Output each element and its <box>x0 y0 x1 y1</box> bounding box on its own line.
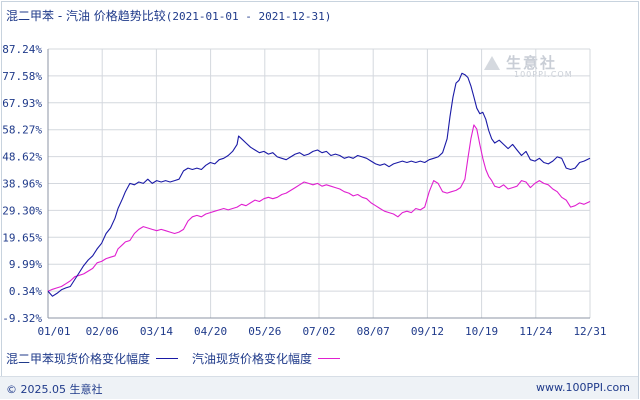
watermark-url: 100PPI.COM <box>514 70 573 79</box>
y-tick-label: 29.30% <box>2 204 42 217</box>
watermark-logo-icon <box>484 56 500 70</box>
legend-label-series1: 混二甲苯现货价格变化幅度 <box>6 352 151 366</box>
x-tick-label: 10/19 <box>465 325 498 338</box>
footer: © 2025.05 生意社 www.100PPI.com <box>0 376 638 399</box>
y-tick-label: 19.65% <box>2 231 42 244</box>
y-tick-label: 77.58% <box>2 70 42 83</box>
y-tick-label: 38.96% <box>2 178 42 191</box>
chart-title: 混二甲苯 - 汽油 价格趋势比较(2021-01-01 - 2021-12-31… <box>6 7 331 24</box>
footer-copyright: © 2025.05 生意社 <box>6 383 103 396</box>
legend-swatch-series2 <box>318 358 341 359</box>
y-tick-label: -9.32% <box>2 312 42 325</box>
legend-swatch-series1 <box>156 358 179 359</box>
y-tick-label: 67.93% <box>2 97 42 110</box>
series-line-xylene <box>47 72 591 297</box>
x-tick-label: 11/24 <box>519 325 552 338</box>
x-tick-label: 01/01 <box>37 325 70 338</box>
x-tick-label: 04/20 <box>194 325 227 338</box>
date-range: (2021-01-01 - 2021-12-31) <box>165 10 332 23</box>
x-tick-label: 07/02 <box>302 325 335 338</box>
y-tick-label: 0.34% <box>9 285 42 298</box>
y-tick-label: 48.62% <box>2 151 42 164</box>
x-tick-label: 09/12 <box>411 325 444 338</box>
series-line-gasoline <box>47 124 591 292</box>
footer-link[interactable]: www.100PPI.com <box>536 381 630 394</box>
legend-label-series2: 汽油现货价格变化幅度 <box>192 352 313 366</box>
chart-title-text: 混二甲苯 - 汽油 价格趋势比较 <box>6 9 166 23</box>
x-tick-label: 05/26 <box>248 325 281 338</box>
x-tick-label: 03/14 <box>140 325 173 338</box>
y-tick-label: 9.99% <box>9 258 42 271</box>
x-tick-label: 08/07 <box>357 325 390 338</box>
x-tick-label: 12/31 <box>573 325 606 338</box>
watermark-name: 生意社 <box>506 54 558 72</box>
x-tick-label: 02/06 <box>86 325 119 338</box>
y-tick-label: 58.27% <box>2 124 42 137</box>
watermark: 生意社 100PPI.COM <box>484 52 572 79</box>
legend: 混二甲苯现货价格变化幅度 汽油现货价格变化幅度 <box>6 350 354 367</box>
y-tick-label: 87.24% <box>2 43 42 56</box>
